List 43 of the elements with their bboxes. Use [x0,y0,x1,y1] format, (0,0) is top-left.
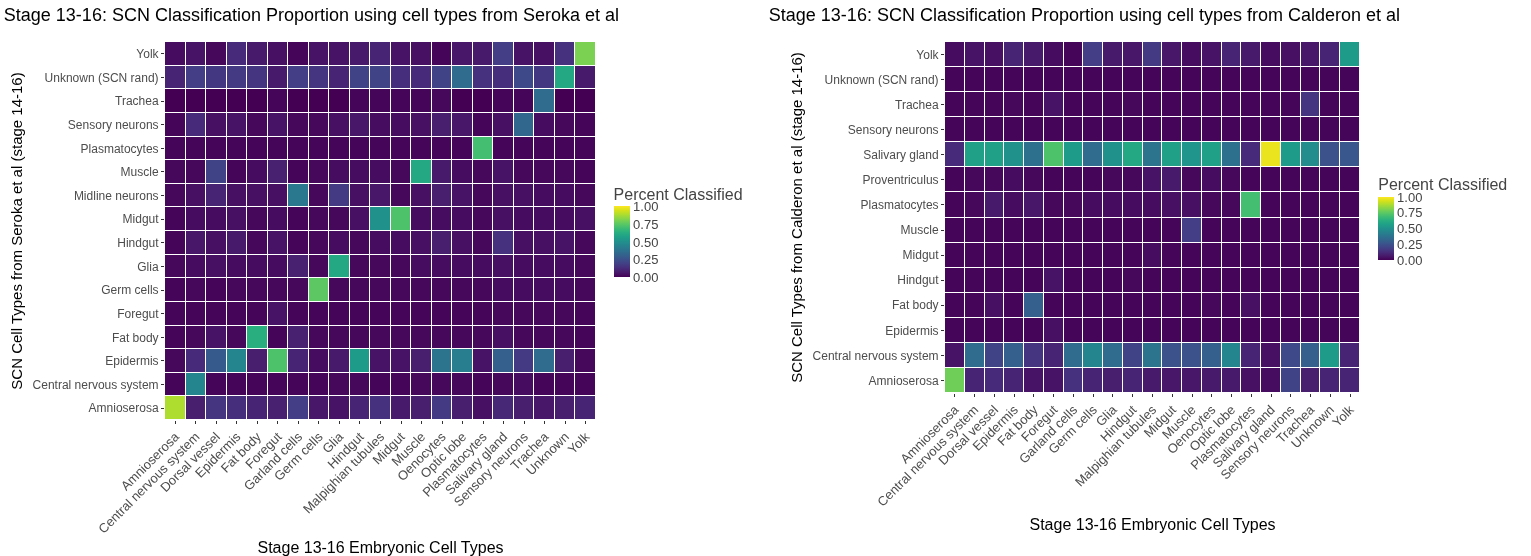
y-tick-label: Muscle [120,165,159,180]
y-tick-label: Germ cells [101,283,159,298]
y-tick-label: Sensory neurons [67,117,159,132]
y-tick-label: Epidermis [885,323,939,338]
color-bar-label: 0.75 [1397,205,1423,221]
color-bar-label: 0.75 [633,216,659,232]
y-tick-label: Glia [137,259,159,274]
y-tick-label: Sensory neurons [847,122,939,137]
y-tick-label: Foregut [117,306,160,321]
chart-title: Stage 13-16: SCN Classification Proportion using cell types from Seroka et al [3,4,620,25]
y-tick-label: Fat body [891,298,939,313]
y-tick-label: Central nervous system [32,377,159,392]
y-tick-label: Epidermis [105,354,159,369]
y-tick-label: Central nervous system [812,348,939,363]
y-tick-label: Midline neurons [73,188,159,203]
y-tick-label: Trachea [115,94,159,109]
y-tick-label: Plasmatocytes [860,198,939,213]
chart-title: Stage 13-16: SCN Classification Proportion using cell types from Calderon et al [768,4,1401,25]
y-tick-label: Fat body [111,330,159,345]
y-axis-title: SCN Cell Types from Calderon et al (stage 14-16) [787,52,805,383]
y-tick-label: Midgut [902,248,940,263]
y-tick-label: Yolk [136,47,160,62]
color-bar-label: 0.00 [633,270,659,286]
x-axis-title: Stage 13-16 Embryonic Cell Types [257,539,504,556]
y-tick-label: Unknown (SCN rand) [44,70,159,85]
y-tick-label: Unknown (SCN rand) [824,72,939,87]
y-tick-label: Midgut [122,212,160,227]
y-tick-label: Muscle [900,223,939,238]
y-tick-label: Yolk [916,47,940,62]
color-bar-label: 0.50 [633,234,659,250]
color-bar-label: 0.50 [1397,221,1423,237]
y-tick-label: Salivary gland [863,148,939,163]
y-tick-label: Trachea [895,97,939,112]
y-tick-label: Amnioserosa [868,373,939,388]
color-bar-label: 0.00 [1397,252,1423,268]
x-axis-title: Stage 13-16 Embryonic Cell Types [1029,516,1276,534]
y-tick-label: Plasmatocytes [80,141,159,156]
y-tick-label: Hindgut [117,236,160,251]
y-tick-label: Proventriculus [862,173,939,188]
color-bar-label: 0.25 [633,252,659,268]
y-tick-label: Hindgut [897,273,940,288]
y-axis-title: SCN Cell Types from Seroka et al (stage 14-16) [7,72,25,390]
color-bar-label: 0.25 [1397,236,1423,252]
